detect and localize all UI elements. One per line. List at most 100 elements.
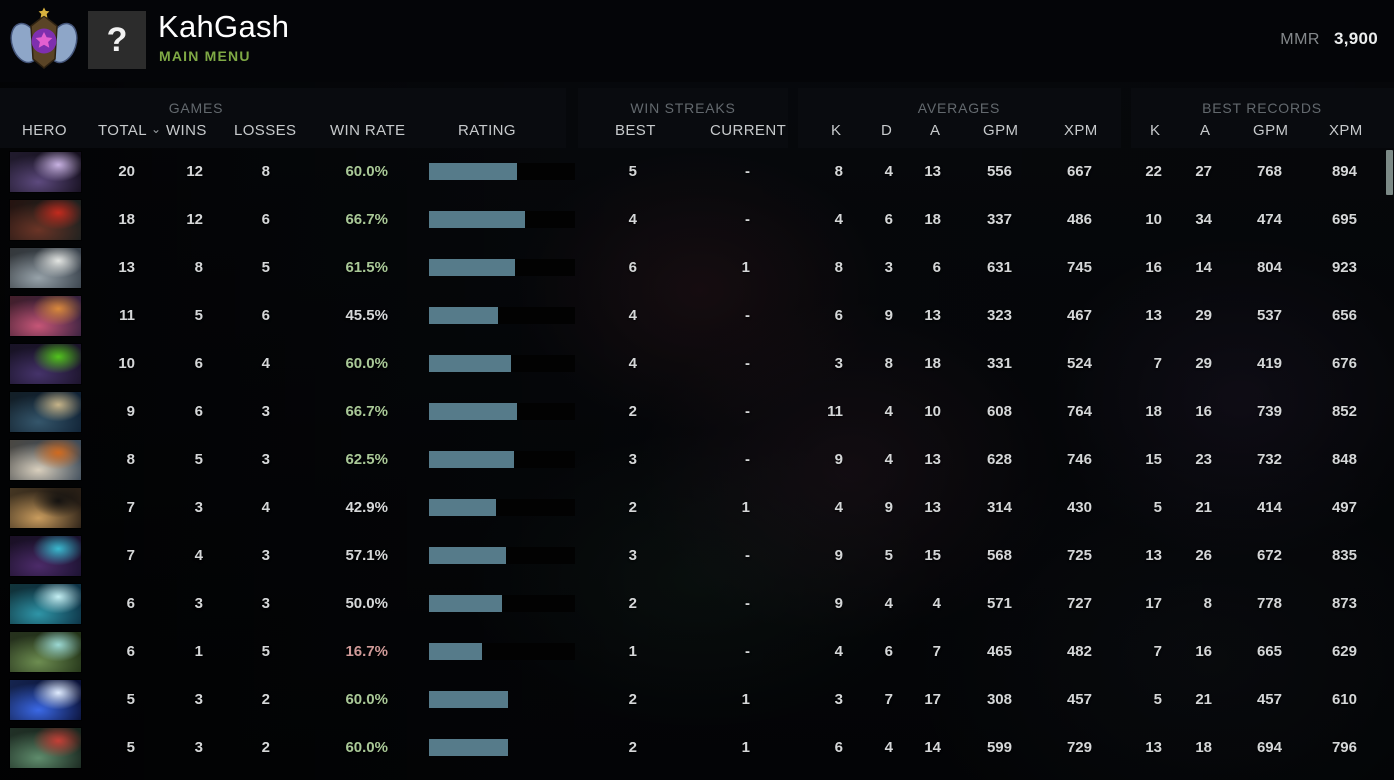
column-header-best-streak[interactable]: BEST <box>615 122 656 139</box>
record-kills-value: 5 <box>1153 499 1162 516</box>
column-header-avg-xpm[interactable]: XPM <box>1064 122 1098 139</box>
column-header-record-assists[interactable]: A <box>1200 122 1211 139</box>
win-rate: 42.9% <box>345 499 388 516</box>
rating-bar-fill <box>429 643 482 660</box>
column-header-total[interactable]: TOTAL ⌄ <box>98 122 161 139</box>
record-gpm-value: 694 <box>1256 739 1282 756</box>
avg-assists-value: 18 <box>924 211 941 228</box>
record-kills-value: 16 <box>1145 259 1162 276</box>
avg-deaths-value: 7 <box>884 691 893 708</box>
avatar-question-glyph: ? <box>106 20 128 59</box>
record-assists-value: 29 <box>1195 355 1212 372</box>
hero-row[interactable]: 11 5 6 45.5% 4 - 6 9 13 323 467 13 29 53… <box>0 292 1394 340</box>
group-label-win-streaks: WIN STREAKS <box>630 100 736 116</box>
group-label-best-records: BEST RECORDS <box>1202 100 1322 116</box>
current-streak-value: - <box>745 595 750 612</box>
column-header-rating[interactable]: RATING <box>458 122 516 139</box>
best-streak-value: 3 <box>628 451 637 468</box>
avg-deaths-value: 4 <box>884 163 893 180</box>
best-streak-value: 2 <box>628 403 637 420</box>
record-gpm-value: 672 <box>1256 547 1282 564</box>
avg-kills-value: 3 <box>834 691 843 708</box>
mmr-display: MMR 3,900 <box>1280 29 1378 49</box>
avg-assists-value: 15 <box>924 547 941 564</box>
avg-kills-value: 4 <box>834 499 843 516</box>
hero-row[interactable]: 8 5 3 62.5% 3 - 9 4 13 628 746 15 23 732… <box>0 436 1394 484</box>
column-header-current-streak[interactable]: CURRENT <box>710 122 787 139</box>
avg-gpm-value: 465 <box>986 643 1012 660</box>
rank-medal-icon <box>10 6 78 74</box>
sort-caret-icon: ⌄ <box>150 122 162 136</box>
wins-value: 5 <box>194 307 203 324</box>
hero-row[interactable]: 5 3 2 60.0% 2 1 6 4 14 599 729 13 18 694… <box>0 724 1394 772</box>
record-xpm-value: 923 <box>1331 259 1357 276</box>
hero-row[interactable]: 13 8 5 61.5% 6 1 8 3 6 631 745 16 14 804… <box>0 244 1394 292</box>
avg-kills-value: 11 <box>827 403 843 420</box>
column-header-record-gpm[interactable]: GPM <box>1253 122 1289 139</box>
hero-row[interactable]: 20 12 8 60.0% 5 - 8 4 13 556 667 22 27 7… <box>0 148 1394 196</box>
rating-bar <box>429 547 575 564</box>
best-streak-value: 2 <box>628 739 637 756</box>
column-header-avg-assists[interactable]: A <box>930 122 941 139</box>
record-xpm-value: 610 <box>1331 691 1357 708</box>
avg-kills-value: 4 <box>834 211 843 228</box>
total-games-value: 13 <box>118 259 135 276</box>
rating-bar-fill <box>429 691 508 708</box>
column-header-record-kills[interactable]: K <box>1150 122 1161 139</box>
hero-rows-list: 20 12 8 60.0% 5 - 8 4 13 556 667 22 27 7… <box>0 148 1394 772</box>
column-header-avg-kills[interactable]: K <box>831 122 842 139</box>
best-streak-value: 6 <box>628 259 637 276</box>
rating-bar <box>429 355 575 372</box>
hero-row[interactable]: 10 6 4 60.0% 4 - 3 8 18 331 524 7 29 419… <box>0 340 1394 388</box>
avg-assists-value: 13 <box>924 307 941 324</box>
column-header-win-rate[interactable]: WIN RATE <box>330 122 406 139</box>
hero-row[interactable]: 18 12 6 66.7% 4 - 4 6 18 337 486 10 34 4… <box>0 196 1394 244</box>
avg-gpm-value: 323 <box>986 307 1012 324</box>
current-streak-value: 1 <box>741 259 750 276</box>
avg-assists-value: 4 <box>932 595 941 612</box>
avg-kills-value: 3 <box>834 355 843 372</box>
column-header-losses[interactable]: LOSSES <box>234 122 297 139</box>
record-kills-value: 7 <box>1153 355 1162 372</box>
best-streak-value: 4 <box>628 307 637 324</box>
hero-row[interactable]: 9 6 3 66.7% 2 - 11 4 10 608 764 18 16 73… <box>0 388 1394 436</box>
avg-deaths-value: 4 <box>884 739 893 756</box>
avg-gpm-value: 337 <box>986 211 1012 228</box>
player-avatar[interactable]: ? <box>88 11 146 69</box>
column-header-hero[interactable]: HERO <box>22 122 67 139</box>
column-header-avg-gpm[interactable]: GPM <box>983 122 1019 139</box>
best-streak-value: 2 <box>628 691 637 708</box>
best-streak-value: 1 <box>628 643 637 660</box>
current-streak-value: 1 <box>741 691 750 708</box>
scrollbar-thumb[interactable] <box>1386 150 1393 195</box>
wins-value: 1 <box>194 643 203 660</box>
best-streak-value: 2 <box>628 499 637 516</box>
hero-row[interactable]: 5 3 2 60.0% 2 1 3 7 17 308 457 5 21 457 … <box>0 676 1394 724</box>
record-kills-value: 7 <box>1153 643 1162 660</box>
total-games-value: 10 <box>118 355 135 372</box>
win-rate: 60.0% <box>345 691 388 708</box>
table-header: GAMES WIN STREAKS AVERAGES BEST RECORDS … <box>0 88 1394 148</box>
losses-value: 4 <box>261 355 270 372</box>
hero-row[interactable]: 6 3 3 50.0% 2 - 9 4 4 571 727 17 8 778 8… <box>0 580 1394 628</box>
record-gpm-value: 414 <box>1256 499 1282 516</box>
hero-row[interactable]: 7 3 4 42.9% 2 1 4 9 13 314 430 5 21 414 … <box>0 484 1394 532</box>
current-streak-value: - <box>745 403 750 420</box>
hero-row[interactable]: 6 1 5 16.7% 1 - 4 6 7 465 482 7 16 665 6… <box>0 628 1394 676</box>
hero-portrait <box>10 728 81 768</box>
avg-xpm-value: 457 <box>1066 691 1092 708</box>
rating-bar <box>429 499 575 516</box>
win-rate: 60.0% <box>345 163 388 180</box>
record-assists-value: 8 <box>1203 595 1212 612</box>
column-header-record-xpm[interactable]: XPM <box>1329 122 1363 139</box>
wins-value: 12 <box>186 163 203 180</box>
wins-value: 3 <box>194 499 203 516</box>
top-bar: ? KahGash MAIN MENU MMR 3,900 <box>0 0 1394 82</box>
hero-row[interactable]: 7 4 3 57.1% 3 - 9 5 15 568 725 13 26 672… <box>0 532 1394 580</box>
total-games-value: 6 <box>126 595 135 612</box>
column-header-wins[interactable]: WINS <box>166 122 207 139</box>
total-games-value: 9 <box>126 403 135 420</box>
column-header-avg-deaths[interactable]: D <box>881 122 893 139</box>
avg-deaths-value: 8 <box>884 355 893 372</box>
win-rate: 60.0% <box>345 355 388 372</box>
